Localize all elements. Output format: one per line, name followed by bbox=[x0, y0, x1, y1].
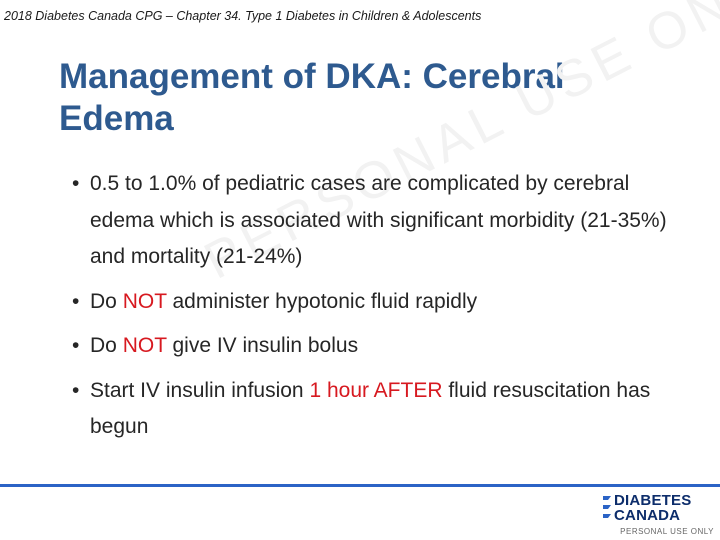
personal-use-note: PERSONAL USE ONLY bbox=[620, 527, 714, 536]
bullet-item: Do NOT administer hypotonic fluid rapidl… bbox=[72, 284, 692, 321]
bullet-text: fluid resuscitation has begun bbox=[90, 378, 651, 439]
bullet-item: Start IV insulin infusion 1 hour AFTER f… bbox=[72, 373, 692, 446]
bullet-text: Do bbox=[90, 334, 123, 357]
bullet-highlight: NOT bbox=[122, 289, 167, 313]
bullet-text: Start IV insulin infusion bbox=[90, 378, 310, 402]
footer-divider bbox=[0, 484, 720, 487]
logo-line-2: CANADA bbox=[614, 506, 681, 524]
bullet-text: administer hypotonic fluid rapidly bbox=[166, 289, 478, 313]
bullet-text: give IV insulin bolus bbox=[166, 334, 359, 357]
chapter-citation: 2018 Diabetes Canada CPG – Chapter 34. T… bbox=[4, 9, 482, 23]
bullet-text: 0.5 to 1.0% of pediatric cases are compl… bbox=[90, 172, 667, 268]
bullet-highlight: NOT bbox=[122, 334, 167, 357]
bullet-item: 0.5 to 1.0% of pediatric cases are compl… bbox=[72, 166, 692, 276]
bullet-text: Do bbox=[90, 289, 123, 313]
logo-mark-icon bbox=[603, 496, 611, 518]
bullet-item: Do NOT give IV insulin bolus bbox=[72, 328, 692, 365]
logo-line-1: DIABETES bbox=[614, 492, 692, 509]
bullet-list: 0.5 to 1.0% of pediatric cases are compl… bbox=[72, 166, 692, 454]
bullet-highlight: 1 hour AFTER bbox=[309, 378, 443, 402]
slide-title: Management of DKA: Cerebral Edema bbox=[59, 57, 565, 138]
